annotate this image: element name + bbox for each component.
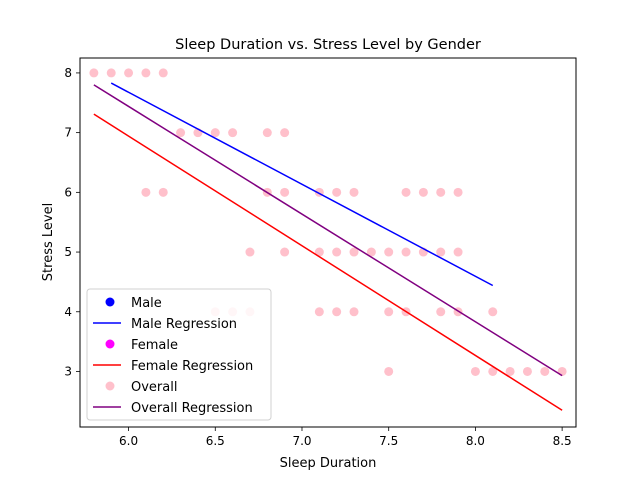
overall-point-39 (384, 307, 394, 317)
x-tick-label-4: 8.0 (466, 434, 485, 448)
regression-lines-layer (93, 82, 563, 411)
legend-box (86, 288, 272, 421)
overall-point-32 (453, 247, 463, 257)
y-tick-label-4: 7 (64, 126, 72, 140)
legend-label-female: Female (131, 338, 178, 353)
overall-point-22 (245, 247, 255, 257)
overall-point-26 (349, 247, 359, 257)
overall-point-31 (436, 247, 446, 257)
legend-marker-female (105, 339, 115, 349)
overall-point-25 (332, 247, 342, 257)
overall-point-19 (418, 187, 428, 197)
legend-label-male-regression: Male Regression (131, 317, 237, 332)
overall-point-14 (280, 187, 290, 197)
overall-point-46 (488, 366, 498, 376)
legend-label-female-regression: Female Regression (131, 359, 253, 374)
x-tick-label-2: 7.0 (292, 434, 311, 448)
x-tick-label-5: 8.5 (553, 434, 572, 448)
legend-marker-overall (105, 381, 115, 391)
overall-point-1 (106, 68, 116, 78)
overall-point-9 (262, 128, 272, 138)
x-tick-label-3: 7.5 (379, 434, 398, 448)
legend-label-overall-regression: Overall Regression (131, 401, 253, 416)
x-axis-ticks: 6.0 6.5 7.0 7.5 8.0 8.5 (119, 427, 572, 448)
y-axis-ticks: 3 4 5 6 7 8 (64, 66, 80, 378)
overall-point-20 (436, 187, 446, 197)
y-tick-label-2: 5 (64, 245, 72, 259)
overall-point-7 (210, 128, 220, 138)
overall-point-17 (349, 187, 359, 197)
y-tick-label-5: 8 (64, 66, 72, 80)
overall-point-23 (280, 247, 290, 257)
overall-point-50 (557, 366, 567, 376)
legend-label-male: Male (131, 296, 162, 311)
overall-point-38 (349, 307, 359, 317)
chart-title: Sleep Duration vs. Stress Level by Gende… (175, 37, 481, 53)
overall-point-3 (141, 68, 151, 78)
overall-point-2 (124, 68, 134, 78)
overall-regression-line (93, 84, 563, 377)
overall-point-5 (176, 128, 186, 138)
overall-point-45 (470, 366, 480, 376)
y-tick-label-1: 4 (64, 305, 72, 319)
y-tick-label-0: 3 (64, 364, 72, 378)
x-tick-label-1: 6.5 (206, 434, 225, 448)
overall-point-48 (522, 366, 532, 376)
overall-point-11 (141, 187, 151, 197)
y-tick-label-3: 6 (64, 185, 72, 199)
overall-point-21 (453, 187, 463, 197)
overall-point-37 (332, 307, 342, 317)
x-tick-label-0: 6.0 (119, 434, 138, 448)
female-regression-line (93, 113, 563, 411)
overall-point-10 (280, 128, 290, 138)
overall-point-41 (436, 307, 446, 317)
overall-point-47 (505, 366, 515, 376)
overall-point-8 (228, 128, 238, 138)
overall-point-0 (89, 68, 99, 78)
overall-point-16 (332, 187, 342, 197)
y-axis-label: Stress Level (41, 203, 56, 281)
male-regression-line (110, 82, 494, 287)
overall-point-43 (488, 307, 498, 317)
overall-point-28 (384, 247, 394, 257)
legend-marker-male (105, 297, 115, 307)
x-axis-label: Sleep Duration (280, 456, 377, 471)
overall-point-29 (401, 247, 411, 257)
overall-point-4 (158, 68, 168, 78)
overall-point-44 (384, 366, 394, 376)
overall-point-12 (158, 187, 168, 197)
overall-point-24 (314, 247, 324, 257)
overall-point-18 (401, 187, 411, 197)
overall-point-27 (366, 247, 376, 257)
plot-frame (79, 57, 577, 428)
legend: Male Male Regression Female Female Regre… (86, 288, 272, 421)
legend-label-overall: Overall (131, 380, 177, 395)
overall-point-49 (540, 366, 550, 376)
overall-point-36 (314, 307, 324, 317)
